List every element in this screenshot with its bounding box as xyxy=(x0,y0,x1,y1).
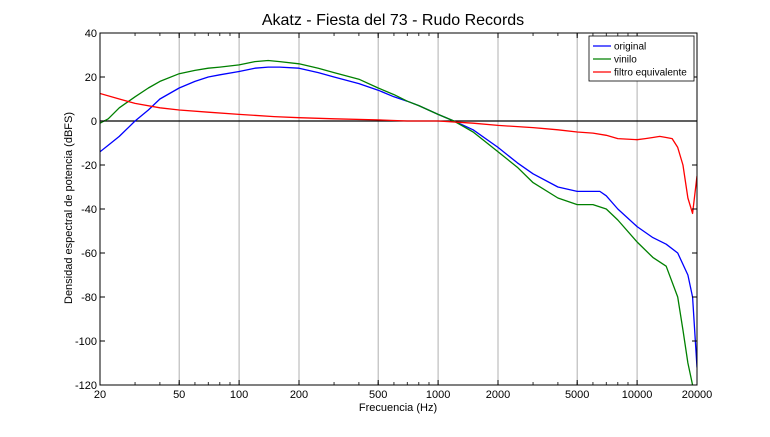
x-tick-label: 20 xyxy=(94,389,106,401)
y-tick-label: 0 xyxy=(91,116,97,128)
y-tick-label: -60 xyxy=(81,248,97,260)
x-tick-label: 1000 xyxy=(426,389,450,401)
y-tick-label: -20 xyxy=(81,160,97,172)
plot-area: 20 50 100 200 500 1000 2000 5000 10000 2000040200… xyxy=(75,28,712,401)
x-tick-label: 200 xyxy=(290,389,308,401)
x-tick-label: 2000 xyxy=(486,389,510,401)
y-tick-label: -40 xyxy=(81,204,97,216)
x-tick-label: 50 xyxy=(173,389,185,401)
y-axis-label: Densidad espectral de potencia (dBFS) xyxy=(63,112,75,304)
series-line-vinilo xyxy=(100,59,694,385)
x-tick-label: 5000 xyxy=(565,389,589,401)
x-tick-label: 20000 xyxy=(682,389,713,401)
x-axis-label: Frecuencia (Hz) xyxy=(359,402,437,414)
y-tick-label: -100 xyxy=(75,336,97,348)
y-tick-label: -80 xyxy=(81,292,97,304)
y-tick-label: -120 xyxy=(75,380,97,392)
legend-label: original xyxy=(614,42,646,53)
legend-label: vinilo xyxy=(614,55,637,66)
x-tick-label: 500 xyxy=(369,389,387,401)
legend-label: filtro equivalente xyxy=(614,68,687,79)
y-tick-label: 20 xyxy=(85,72,97,84)
y-tick-label: 40 xyxy=(85,28,97,40)
x-tick-label: 10000 xyxy=(622,389,653,401)
plot-background xyxy=(100,33,697,385)
series-line-filtro-equivalente xyxy=(100,92,697,215)
x-tick-label: 100 xyxy=(230,389,248,401)
legend: original vinilo filtro equivalente xyxy=(588,35,695,82)
chart-title: Akatz - Fiesta del 73 - Rudo Records xyxy=(262,12,524,29)
